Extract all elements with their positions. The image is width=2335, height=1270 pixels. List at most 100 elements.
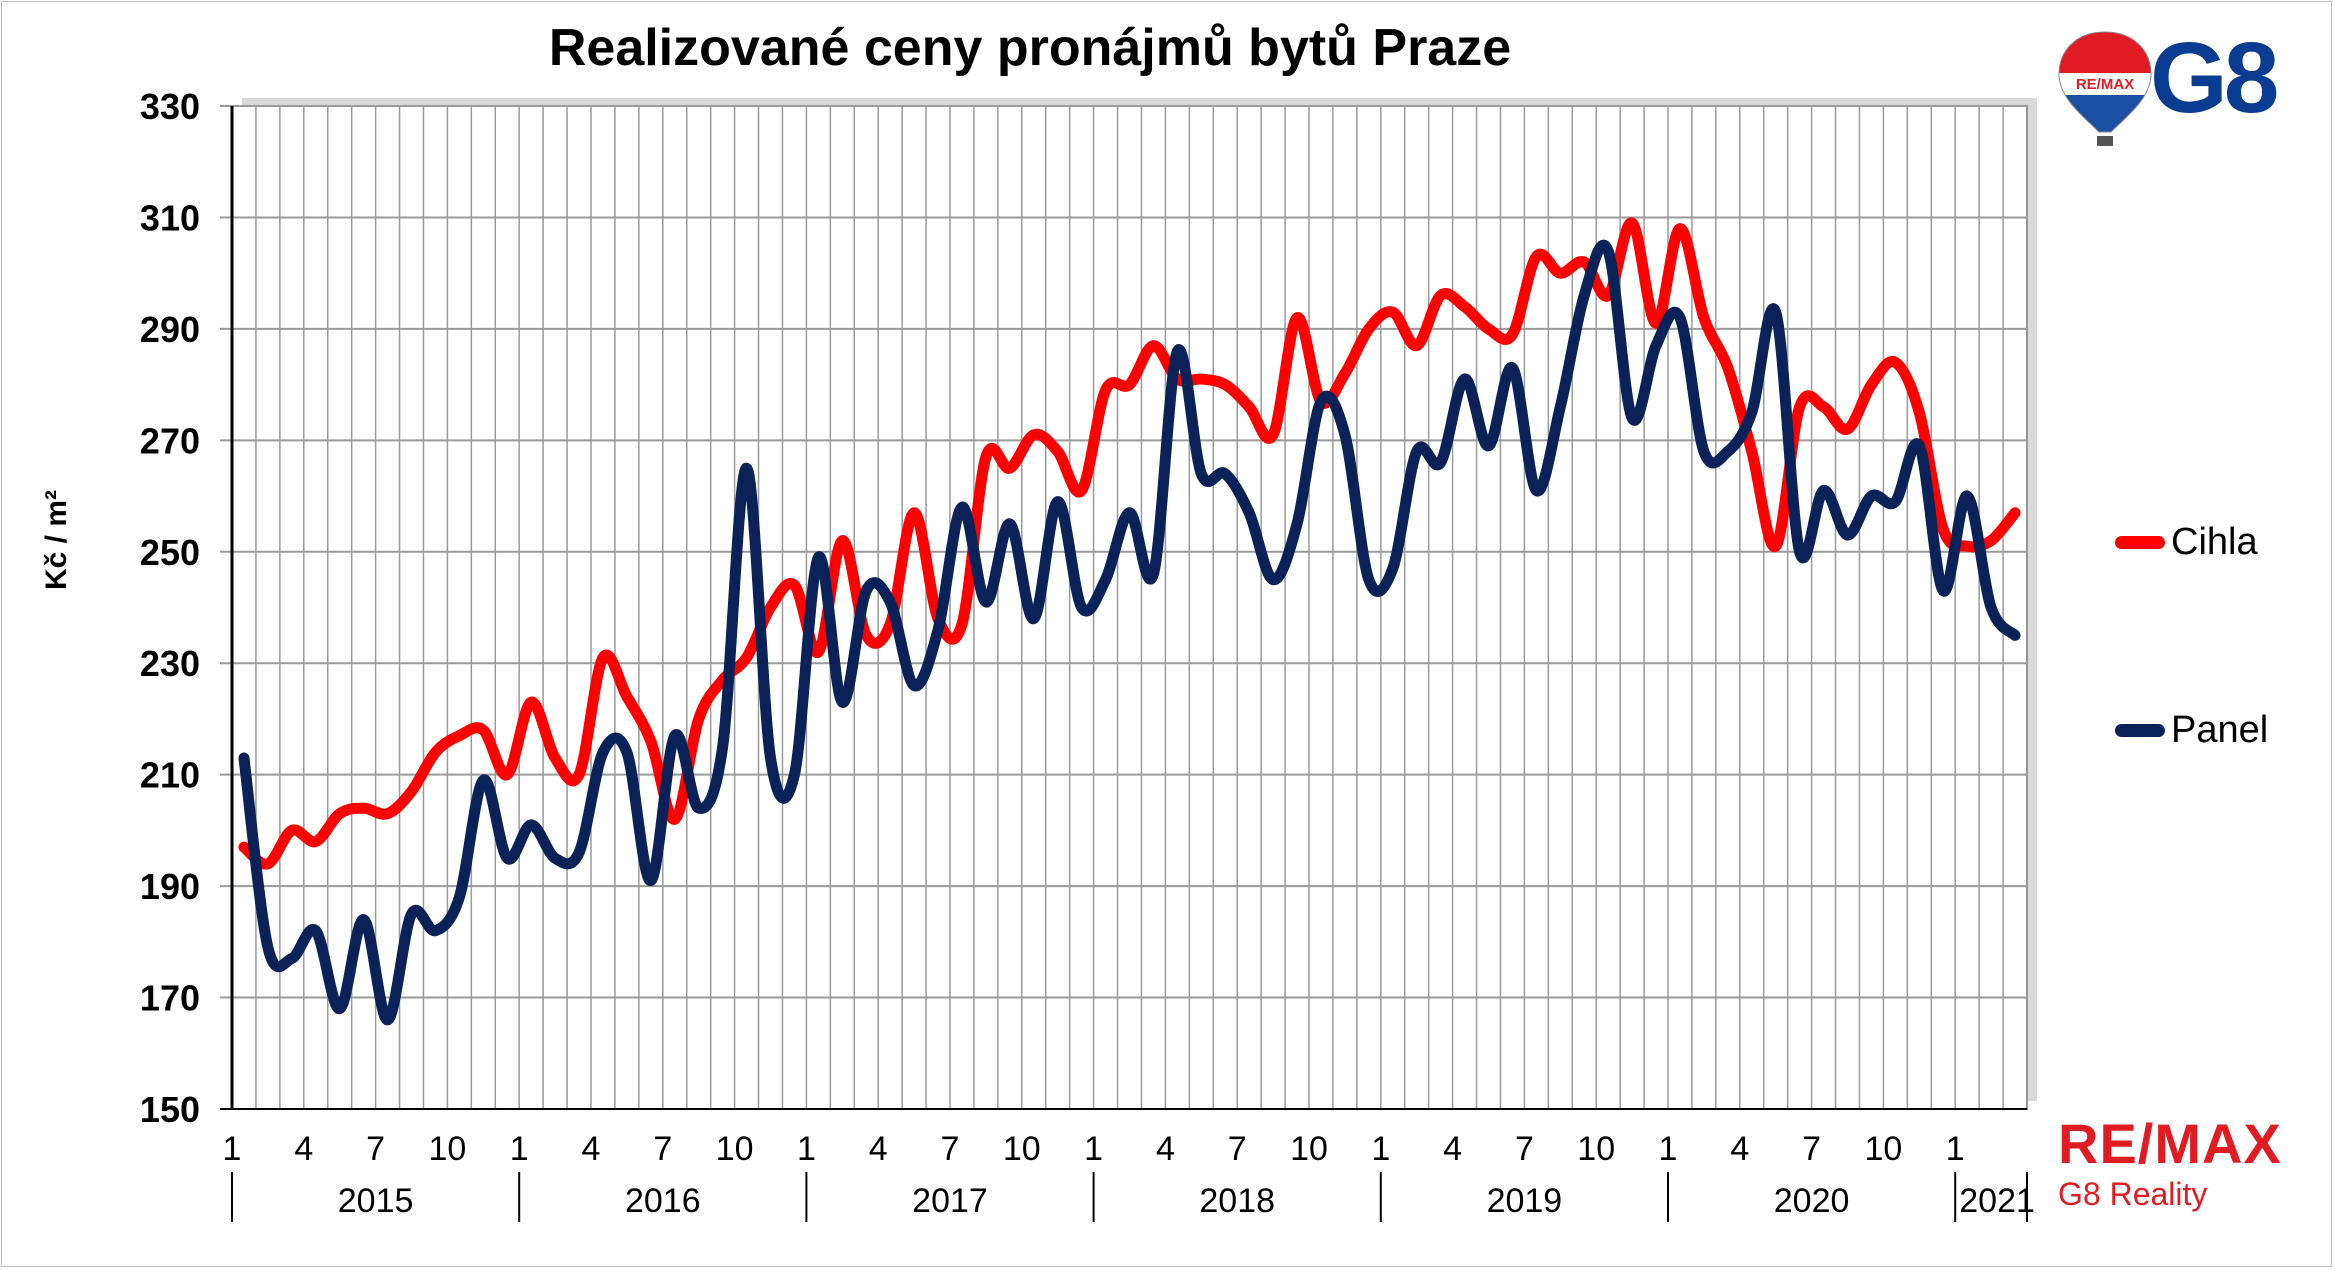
x-month-tick-label: 7 — [366, 1130, 385, 1168]
data-point-cihla — [865, 634, 867, 636]
data-point-panel — [1631, 417, 1633, 419]
data-point-panel — [865, 590, 867, 592]
x-month-tick-label: 4 — [294, 1130, 313, 1168]
y-tick-label: 290 — [140, 309, 200, 350]
data-point-cihla — [339, 813, 341, 815]
data-point-cihla — [1990, 540, 1992, 542]
data-point-panel — [889, 601, 891, 603]
x-month-tick-label: 4 — [1730, 1130, 1749, 1168]
data-point-panel — [1559, 406, 1561, 408]
data-point-panel — [1942, 590, 1944, 592]
data-point-cihla — [1775, 545, 1777, 547]
data-point-cihla — [1583, 261, 1585, 263]
data-point-cihla — [267, 863, 269, 865]
y-tick-label: 150 — [140, 1089, 200, 1130]
data-point-cihla — [841, 540, 843, 542]
data-point-cihla — [1272, 434, 1274, 436]
data-point-cihla — [1081, 489, 1083, 491]
data-point-panel — [1799, 551, 1801, 553]
data-point-panel — [458, 896, 460, 898]
x-year-label: 2016 — [625, 1182, 701, 1220]
legend-swatch-panel — [2115, 723, 2165, 737]
data-point-panel — [1129, 512, 1131, 514]
data-point-cihla — [770, 607, 772, 609]
data-point-panel — [363, 919, 365, 921]
data-point-cihla — [1464, 306, 1466, 308]
data-point-panel — [1464, 378, 1466, 380]
data-point-panel — [1655, 345, 1657, 347]
data-point-panel — [793, 774, 795, 776]
data-point-panel — [339, 1008, 341, 1010]
x-year-label: 2018 — [1199, 1182, 1275, 1220]
data-point-panel — [1152, 573, 1154, 575]
x-month-tick-label: 1 — [223, 1130, 242, 1168]
data-point-panel — [698, 807, 700, 809]
data-point-panel — [1703, 450, 1705, 452]
y-tick-label: 330 — [140, 86, 200, 127]
data-point-panel — [554, 857, 556, 859]
x-year-label: 2019 — [1487, 1182, 1563, 1220]
data-point-cihla — [1200, 378, 1202, 380]
remax-balloon-text: RE/MAX — [2076, 76, 2134, 93]
data-point-panel — [1607, 250, 1609, 252]
x-year-label: 2021 — [1959, 1182, 2035, 1220]
data-point-panel — [841, 701, 843, 703]
data-point-cihla — [458, 735, 460, 737]
data-point-cihla — [1033, 434, 1035, 436]
data-point-panel — [746, 467, 748, 469]
data-point-cihla — [1607, 294, 1609, 296]
data-point-panel — [937, 629, 939, 631]
x-month-tick-label: 4 — [1443, 1130, 1462, 1168]
data-point-panel — [2014, 634, 2016, 636]
data-point-cihla — [1296, 317, 1298, 319]
data-point-cihla — [961, 623, 963, 625]
series-line-cihla — [238, 217, 2021, 870]
data-point-cihla — [291, 829, 293, 831]
data-point-panel — [722, 746, 724, 748]
data-point-cihla — [1535, 255, 1537, 257]
data-point-panel — [1344, 434, 1346, 436]
x-year-label: 2020 — [1774, 1182, 1850, 1220]
remax-g8-reality-brand: RE/MAX G8 Reality — [2058, 1116, 2282, 1213]
data-point-panel — [1990, 607, 1992, 609]
data-point-cihla — [1440, 294, 1442, 296]
plot-area — [231, 105, 2028, 1110]
data-point-panel — [1727, 450, 1729, 452]
data-point-panel — [650, 880, 652, 882]
legend-item-panel: Panel — [2115, 705, 2268, 755]
data-point-cihla — [243, 846, 245, 848]
data-point-cihla — [1727, 367, 1729, 369]
data-point-cihla — [1224, 384, 1226, 386]
data-point-cihla — [746, 657, 748, 659]
x-month-tick-label: 1 — [797, 1130, 816, 1168]
remax-wordmark: RE/MAX — [2058, 1112, 2282, 1175]
data-point-cihla — [482, 729, 484, 731]
data-point-panel — [1440, 462, 1442, 464]
y-tick-label: 210 — [140, 755, 200, 796]
data-point-panel — [1583, 294, 1585, 296]
data-point-cihla — [1847, 428, 1849, 430]
data-point-panel — [1894, 501, 1896, 503]
x-month-tick-label: 1 — [1946, 1130, 1965, 1168]
data-point-cihla — [1009, 467, 1011, 469]
data-point-panel — [387, 1019, 389, 1021]
x-month-tick-label: 1 — [510, 1130, 529, 1168]
data-point-panel — [1823, 489, 1825, 491]
data-point-panel — [315, 930, 317, 932]
data-point-cihla — [1679, 228, 1681, 230]
data-point-panel — [1775, 311, 1777, 313]
data-point-panel — [434, 930, 436, 932]
data-point-cihla — [1751, 450, 1753, 452]
data-point-cihla — [506, 774, 508, 776]
data-point-cihla — [554, 757, 556, 759]
data-point-cihla — [1057, 450, 1059, 452]
legend-label-cihla: Cihla — [2171, 520, 2258, 563]
data-point-panel — [1368, 579, 1370, 581]
x-month-tick-label: 7 — [1228, 1130, 1247, 1168]
data-point-cihla — [626, 696, 628, 698]
data-point-cihla — [363, 807, 365, 809]
data-point-cihla — [1129, 384, 1131, 386]
x-month-tick-label: 1 — [1084, 1130, 1103, 1168]
data-point-panel — [506, 857, 508, 859]
data-point-panel — [985, 601, 987, 603]
